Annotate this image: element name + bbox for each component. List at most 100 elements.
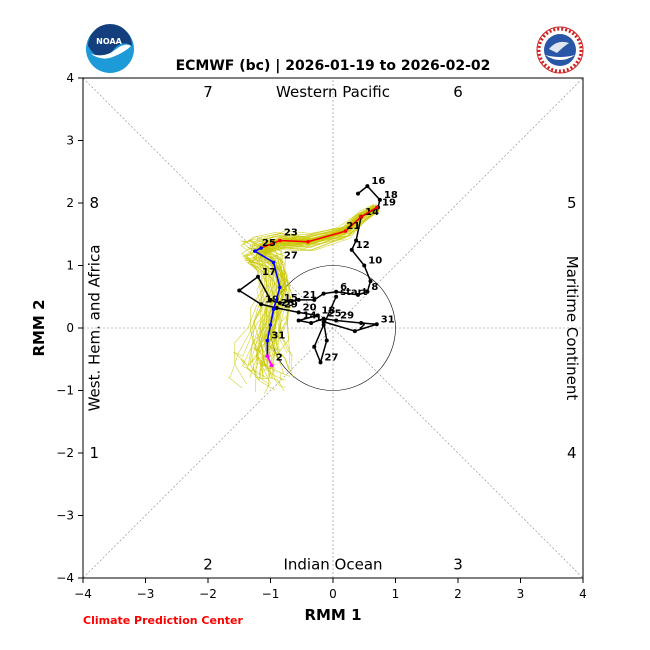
x-tick-label: 1 [392, 587, 400, 601]
observed-point-label: start [340, 287, 367, 298]
observed-point [274, 306, 279, 310]
observed-point [349, 247, 354, 252]
y-tick-label: −1 [56, 384, 74, 398]
observed-point [277, 301, 282, 305]
y-tick-label: 0 [66, 321, 74, 335]
observed-point [356, 191, 360, 196]
y-tick-label: −4 [56, 571, 74, 585]
ensemble-member-line [258, 204, 375, 364]
observed-point [374, 322, 379, 327]
x-tick-label: 4 [579, 587, 587, 601]
forecast-point-label: 2 [276, 352, 283, 363]
observed-point [315, 313, 320, 318]
observed-point-label: 16 [371, 176, 385, 187]
observed-point-label: 31 [381, 314, 395, 325]
forecast-mean-point [374, 205, 379, 210]
chart-title: ECMWF (bc) | 2026-01-19 to 2026-02-02 [176, 58, 491, 74]
region-label-top: Western Pacific [276, 83, 390, 101]
forecast-mean-point [265, 354, 270, 358]
forecast-point-label: 27 [284, 251, 298, 262]
observed-point [268, 297, 273, 302]
x-axis-label: RMM 1 [304, 606, 361, 624]
observed-point [352, 329, 357, 334]
observed-point-label: 6 [340, 282, 347, 293]
forecast-mean-point [268, 323, 273, 327]
nws-logo-icon [536, 26, 584, 74]
observed-point [321, 291, 326, 296]
plot-frame [82, 77, 584, 579]
forecast-mean-point [269, 363, 274, 368]
observed-point [312, 344, 317, 349]
observed-point [334, 294, 339, 299]
x-tick-label: 0 [329, 587, 337, 601]
observed-point-label: 19 [265, 294, 279, 305]
ensemble-member-line [247, 206, 377, 356]
x-tick-label: −4 [74, 587, 92, 601]
ensemble-member-line [247, 209, 378, 374]
observed-point [368, 279, 373, 284]
observed-point [321, 316, 326, 321]
observed-point [365, 289, 370, 294]
forecast-mean-point [271, 260, 276, 265]
x-tick-label: 3 [517, 587, 525, 601]
observed-point-label: 20 [303, 302, 317, 313]
x-tick-label: −1 [262, 587, 280, 601]
ensemble-member-line [263, 209, 380, 354]
observed-point-label: 8 [371, 282, 378, 293]
observed-point [354, 238, 359, 243]
observed-point-label: 21 [303, 290, 317, 301]
observed-point-label: 14 [303, 311, 317, 322]
region-label-bottom: Indian Ocean [283, 555, 382, 573]
x-tick-label: 2 [454, 587, 462, 601]
region-label-left: West. Hem. and Africa [85, 245, 103, 412]
observed-point [359, 321, 364, 325]
y-tick-label: 1 [66, 259, 74, 273]
svg-text:NOAA: NOAA [96, 37, 122, 46]
forecast-point-label: 29 [284, 299, 298, 310]
x-tick-label: −2 [199, 587, 217, 601]
forecast-mean-line [260, 206, 378, 249]
region-label-right: Maritime Continent [563, 256, 581, 401]
observed-point [256, 274, 260, 279]
forecast-mean-track: 21 23 25 27 29 31 2 [253, 205, 379, 368]
forecast-mean-line [253, 247, 281, 357]
observed-point [321, 319, 326, 324]
ensemble-member-line [241, 205, 379, 358]
observed-point-label: 18 [384, 190, 398, 201]
y-axis-label: RMM 2 [30, 299, 48, 356]
observed-point [324, 338, 329, 343]
observed-point-label: 14 [365, 207, 379, 218]
forecast-mean-point [265, 338, 270, 343]
observed-point [296, 310, 301, 315]
phase-label: 2 [203, 555, 213, 573]
observed-point [334, 289, 339, 294]
y-tick-label: −2 [56, 446, 74, 460]
observed-point [237, 288, 242, 293]
observed-point-label: 17 [262, 267, 276, 278]
observed-point [356, 292, 360, 297]
forecast-mean-point [259, 246, 263, 250]
observed-point [321, 322, 326, 327]
observed-point [259, 302, 264, 307]
forecast-point-label: 25 [262, 238, 276, 249]
forecast-mean-point [343, 229, 348, 233]
observed-point [365, 184, 370, 189]
forecast-mean-point [271, 307, 276, 312]
forecast-mean-point [359, 214, 363, 219]
forecast-mean-point [278, 238, 282, 243]
forecast-mean-point [306, 239, 310, 244]
phase-label: 7 [203, 83, 213, 101]
y-tick-label: 2 [66, 196, 74, 210]
observed-point [318, 360, 323, 365]
observed-point-label: 1 [315, 313, 322, 324]
phase-label: 1 [89, 444, 99, 462]
observed-point-label: 15 [284, 293, 298, 304]
forecast-point-label: 31 [271, 331, 285, 342]
y-tick-label: −3 [56, 509, 74, 523]
observed-point-label: 29 [340, 311, 354, 322]
forecast-point-label: 23 [284, 227, 298, 238]
noaa-logo-icon: NOAA [86, 24, 134, 73]
observed-point-label: 12 [356, 240, 370, 251]
